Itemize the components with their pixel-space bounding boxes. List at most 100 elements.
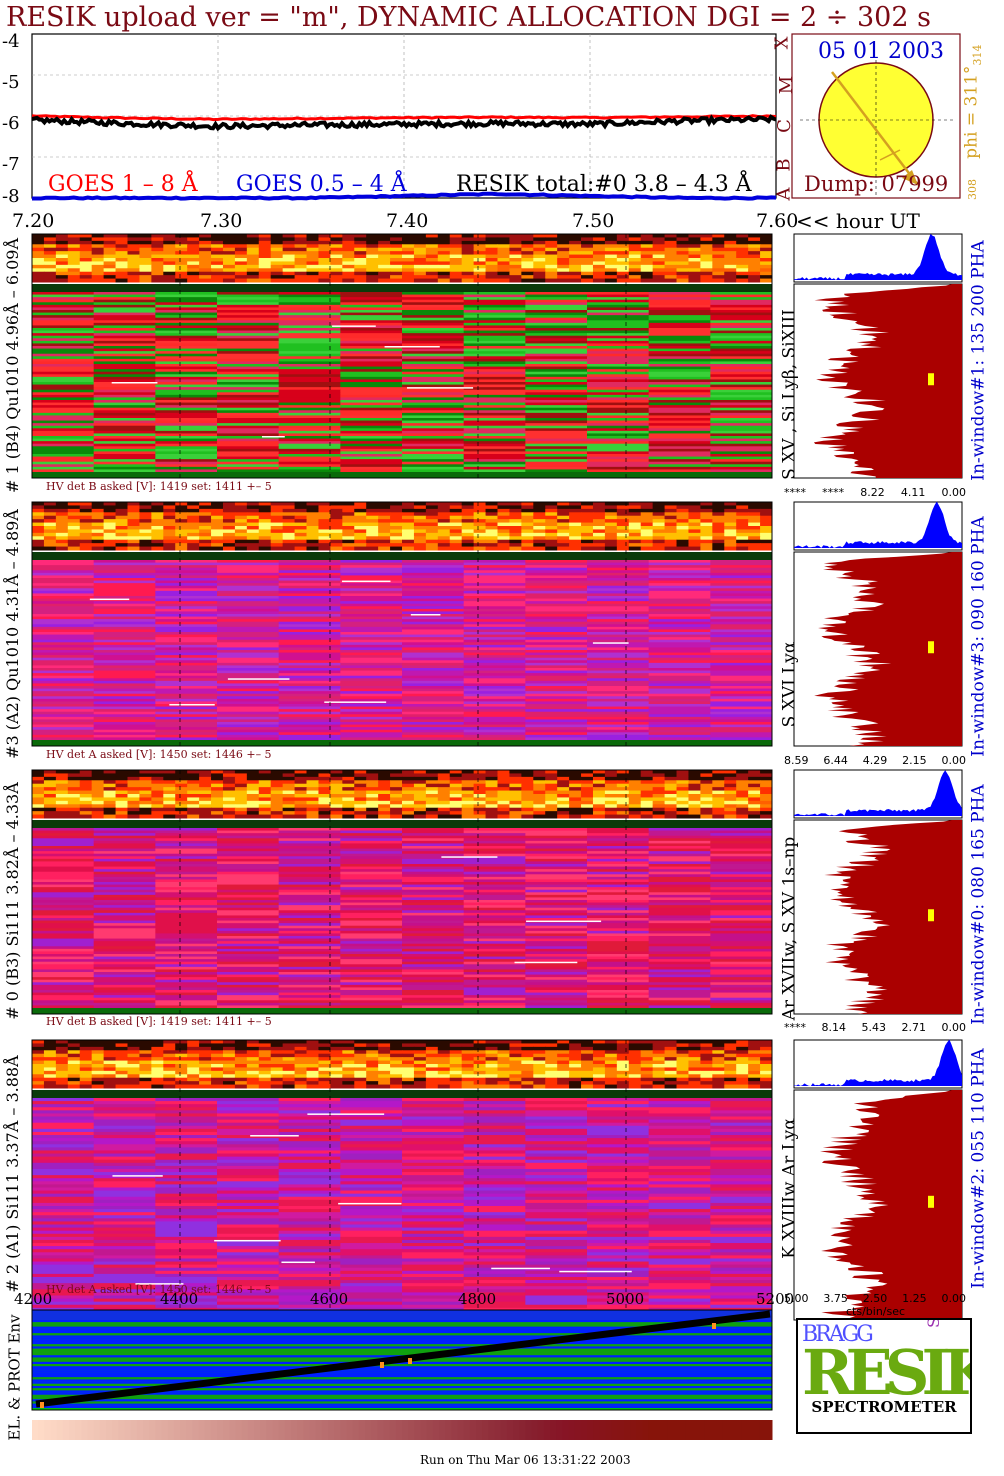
thermal-cell — [234, 278, 248, 283]
spectrogram-cell — [155, 343, 218, 347]
spectrogram-cell — [648, 567, 711, 571]
thermal-cell — [342, 505, 355, 510]
thermal-cell — [55, 278, 69, 283]
thermal-cell — [402, 814, 415, 819]
thermal-cell — [187, 539, 200, 544]
spectrogram-cell — [525, 430, 588, 435]
thermal-cell — [736, 522, 749, 527]
spectrogram-cell — [93, 848, 156, 852]
thermal-cell — [151, 773, 164, 778]
thermal-cell — [199, 543, 212, 548]
spectrogram-cell — [155, 575, 218, 579]
spectrogram-cell — [587, 734, 650, 739]
thermal-cell — [67, 278, 81, 283]
spectrogram-cell — [278, 856, 341, 860]
thermal-cell — [187, 783, 200, 788]
spectrogram-cell — [217, 838, 280, 842]
spectrogram-cell — [710, 397, 773, 401]
thermal-cell — [676, 502, 689, 506]
thermal-cell — [413, 526, 427, 530]
spectrogram-cell — [525, 423, 588, 427]
spectrogram-cell — [340, 392, 403, 396]
spectrogram-cell — [463, 693, 526, 697]
spectrogram-cell — [402, 624, 465, 628]
thermal-cell — [425, 508, 439, 513]
thermal-cell — [712, 254, 725, 259]
thermal-cell — [509, 814, 522, 819]
spectrogram-cell — [93, 407, 156, 411]
thermal-cell — [402, 251, 415, 256]
spectrogram-cell — [93, 840, 156, 845]
spectrogram-cell — [525, 828, 588, 832]
spectrogram-cell — [402, 376, 465, 381]
spectrogram-cell — [217, 606, 280, 610]
thermal-cell — [413, 773, 427, 778]
spectrogram-cell — [340, 959, 403, 963]
spectrogram-cell — [710, 905, 773, 909]
spectrogram-cell — [525, 315, 588, 319]
spectrogram-cell — [93, 371, 156, 375]
thermal-cell — [294, 264, 308, 269]
thermal-cell — [294, 522, 308, 527]
thermal-cell — [43, 502, 57, 506]
spectrogram-cell — [93, 637, 156, 641]
spectrogram-cell — [93, 454, 156, 458]
spectrogram-cell — [710, 596, 773, 600]
spectrogram-cell — [463, 578, 526, 582]
thermal-cell — [592, 240, 606, 245]
thermal-cell — [91, 522, 105, 527]
spectrogram-cell — [525, 961, 588, 965]
thermal-cell — [306, 240, 319, 245]
spectrogram-cell — [340, 838, 403, 842]
thermal-cell — [258, 508, 272, 513]
spectrogram-cell — [32, 894, 95, 899]
spectrogram-cell — [32, 675, 95, 679]
spectrogram-cell — [32, 415, 95, 419]
thermal-cell — [67, 814, 81, 819]
thermal-cell — [521, 773, 534, 778]
thermal-cell — [461, 804, 475, 809]
spectrogram-cell — [340, 680, 403, 685]
thermal-cell — [724, 237, 737, 242]
spectrogram-cell — [155, 322, 218, 327]
thermal-cell — [270, 783, 284, 788]
spectrogram-cell — [463, 590, 526, 595]
spectrogram-cell — [32, 371, 95, 375]
spectrogram-cell — [155, 709, 218, 713]
spectrogram-cell — [402, 956, 465, 960]
thermal-cell — [390, 790, 403, 795]
thermal-cell — [700, 271, 713, 276]
thermal-cell — [306, 247, 319, 252]
spectrogram-cell — [32, 402, 95, 406]
spectrogram-cell — [648, 466, 711, 471]
thermal-cell — [378, 271, 391, 276]
spectrogram-cell — [587, 626, 650, 631]
spectrogram-cell — [93, 335, 156, 339]
spectrogram-cell — [155, 918, 218, 922]
spectrogram-cell — [217, 887, 280, 891]
thermal-cell — [616, 543, 630, 548]
spectrogram-cell — [93, 562, 156, 566]
thermal-cell — [533, 814, 546, 819]
thermal-cell — [282, 515, 296, 520]
thermal-cell — [55, 780, 69, 785]
thermal-cell — [246, 543, 260, 548]
thermal-cell — [485, 502, 498, 506]
thermal-cell — [103, 526, 117, 530]
spectrogram-cell — [587, 619, 650, 623]
spectrogram-cell — [525, 734, 588, 739]
thermal-cell — [270, 271, 284, 276]
spectrogram-cell — [278, 629, 341, 633]
thermal-cell — [676, 275, 689, 280]
spectrogram-cell — [340, 876, 403, 881]
spectrogram-cell — [155, 624, 218, 628]
spectrogram-cell — [525, 683, 588, 687]
thermal-cell — [139, 244, 152, 249]
thermal-cell — [425, 790, 439, 795]
spectrogram-cell — [93, 560, 156, 564]
spectrogram-cell — [217, 948, 280, 953]
spectrogram-cell — [587, 652, 650, 656]
thermal-cell — [664, 508, 678, 513]
thermal-cell — [91, 800, 105, 805]
spectrogram-cell — [402, 727, 465, 731]
